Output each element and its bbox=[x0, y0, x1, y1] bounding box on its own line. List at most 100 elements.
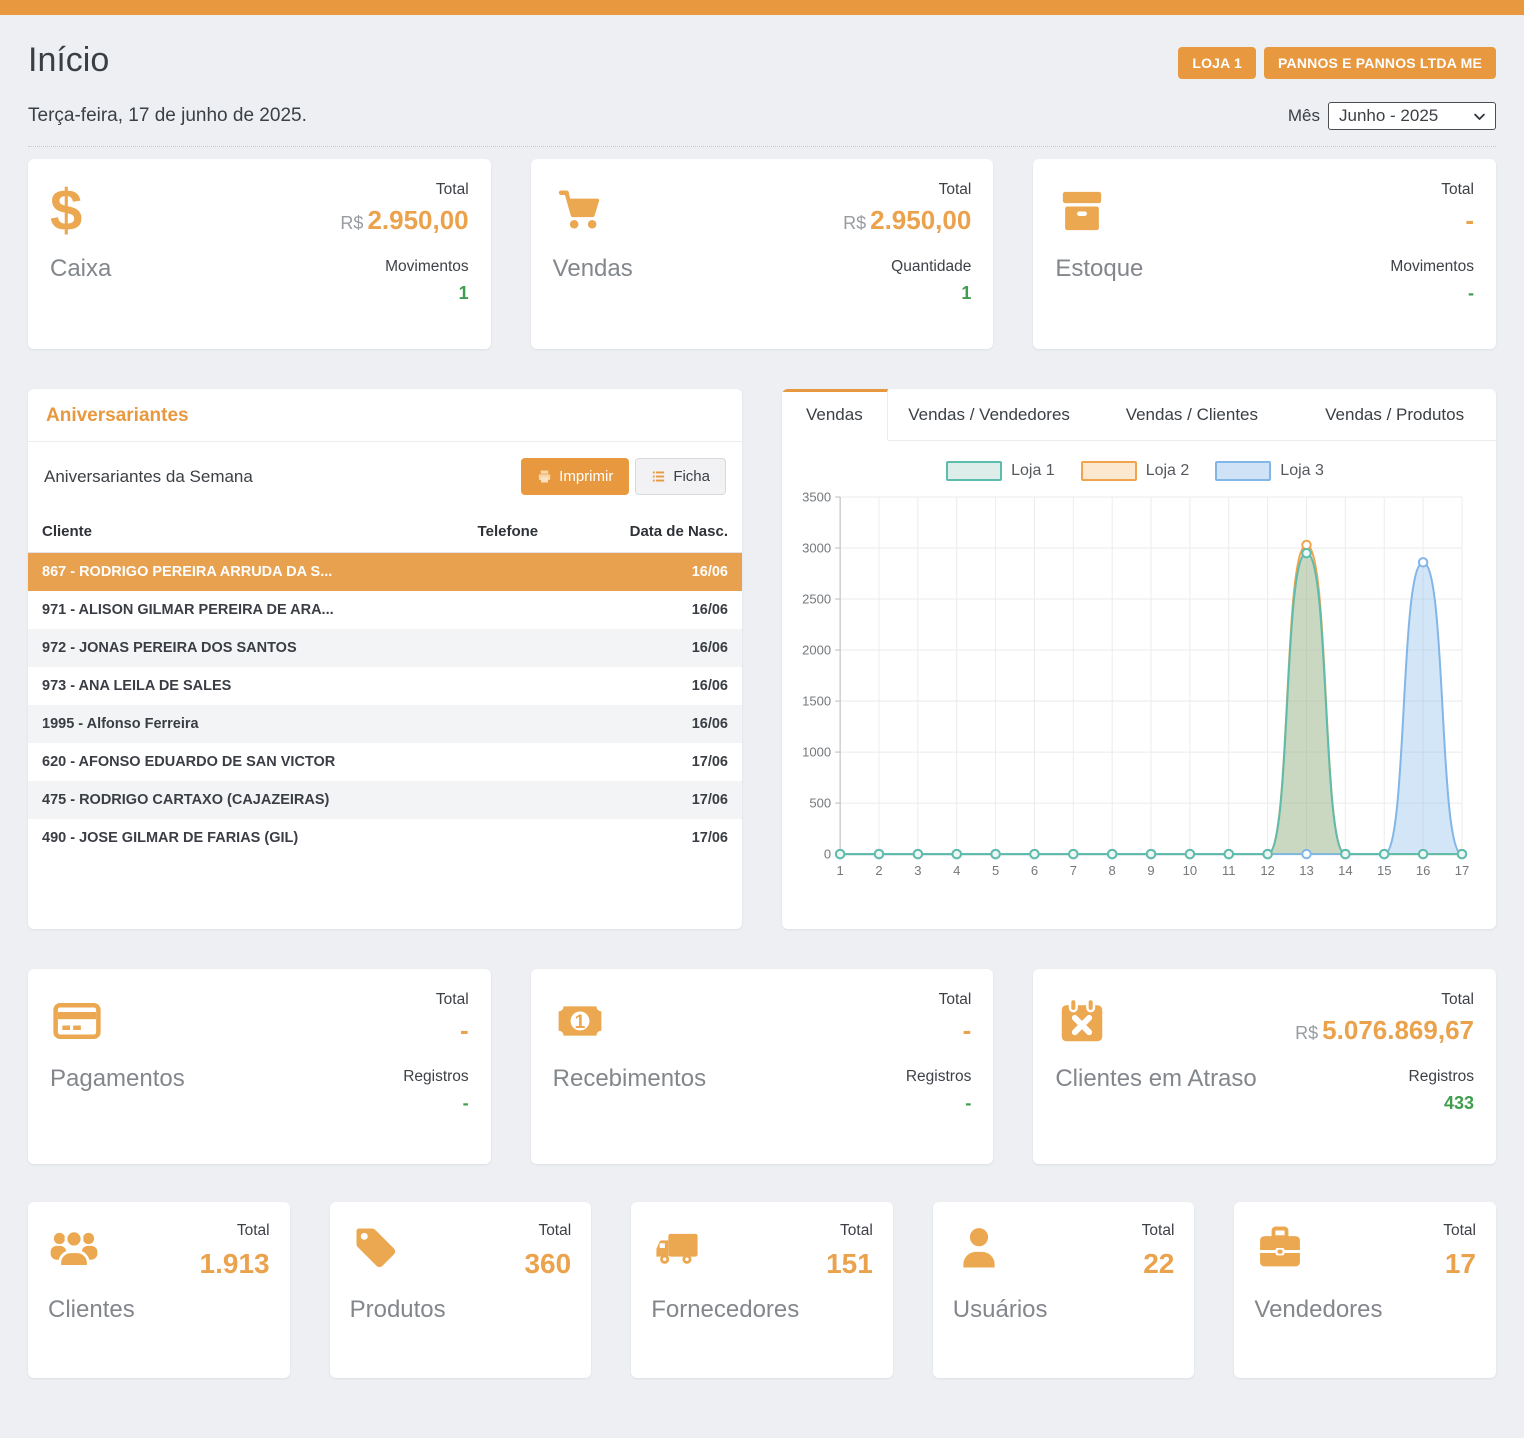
birthdays-panel: Aniversariantes Aniversariantes da Seman… bbox=[28, 389, 742, 929]
birthday-row[interactable]: 867 - RODRIGO PEREIRA ARRUDA DA S... 16/0… bbox=[28, 552, 742, 591]
svg-text:4: 4 bbox=[953, 863, 960, 878]
legend-swatch bbox=[1215, 461, 1272, 481]
top-cards: $ Caixa Total R$ 2.950,00 Movimentos 1 Ve… bbox=[28, 159, 1496, 349]
svg-text:2000: 2000 bbox=[802, 643, 831, 658]
col-data-nasc: Data de Nasc. bbox=[606, 513, 742, 553]
svg-text:7: 7 bbox=[1070, 863, 1077, 878]
month-filter: Mês Junho - 2025 bbox=[1288, 102, 1496, 130]
mid-cards: Pagamentos Total - Registros - 1 Recebim… bbox=[28, 969, 1496, 1164]
clientes-card[interactable]: Total 1.913 Clientes bbox=[28, 1202, 290, 1378]
movimentos-label: Movimentos bbox=[385, 257, 469, 275]
caixa-card[interactable]: $ Caixa Total R$ 2.950,00 Movimentos 1 bbox=[28, 159, 491, 349]
birthday-row[interactable]: 620 - AFONSO EDUARDO DE SAN VICTOR 17/06 bbox=[42, 754, 728, 770]
movimentos-value: 1 bbox=[458, 282, 469, 303]
chart-area: Loja 1 Loja 2 Loja 3 0 500 1000 1500 2000 2500 3… bbox=[782, 441, 1496, 896]
subheader: Terça-feira, 17 de junho de 2025. Mês Ju… bbox=[28, 102, 1496, 130]
month-select-value: Junho - 2025 bbox=[1339, 106, 1439, 125]
total-label: Total bbox=[435, 991, 469, 1008]
calendar-x-icon bbox=[1055, 991, 1264, 1051]
svg-text:8: 8 bbox=[1109, 863, 1116, 878]
clientes-label: Clientes bbox=[48, 1296, 135, 1323]
legend-item[interactable]: Loja 1 bbox=[946, 461, 1055, 481]
svg-text:1: 1 bbox=[574, 1012, 585, 1033]
birthday-row[interactable]: 475 - RODRIGO CARTAXO (CAJAZEIRAS) 17/06 bbox=[28, 781, 742, 819]
legend-swatch bbox=[946, 461, 1003, 481]
svg-text:1: 1 bbox=[837, 863, 844, 878]
total-value: R$ 2.950,00 bbox=[340, 205, 469, 235]
credit-card-icon bbox=[50, 991, 259, 1051]
birthday-row[interactable]: 971 - ALISON GILMAR PEREIRA DE ARA... 16/… bbox=[42, 602, 728, 618]
vendas-label: Vendas bbox=[552, 255, 633, 282]
currency-prefix: R$ bbox=[1295, 1023, 1319, 1043]
recebimentos-card[interactable]: 1 Recebimentos Total - Registros - bbox=[530, 969, 994, 1164]
dollar-icon: $ bbox=[50, 178, 83, 243]
tab-vendas-vendedores[interactable]: Vendas / Vendedores bbox=[888, 389, 1091, 440]
produtos-card[interactable]: Total 360 Produtos bbox=[329, 1202, 592, 1378]
registros-label: Registros bbox=[1408, 1067, 1474, 1085]
vendedores-label: Vendedores bbox=[1254, 1296, 1383, 1323]
movimentos-value: - bbox=[1467, 282, 1474, 303]
svg-text:17: 17 bbox=[1455, 863, 1469, 878]
total-label: Total bbox=[938, 181, 972, 198]
birthday-row[interactable]: 972 - JONAS PEREIRA DOS SANTOS 16/06 bbox=[28, 629, 742, 667]
tab-vendas-produtos[interactable]: Vendas / Produtos bbox=[1293, 389, 1496, 440]
birthday-row[interactable]: 973 - ANA LEILA DE SALES 16/06 bbox=[42, 678, 728, 694]
banknote-icon: 1 bbox=[553, 991, 762, 1051]
sales-tabs: Vendas Vendas / Vendedores Vendas / Clie… bbox=[782, 389, 1496, 441]
total-label: Total bbox=[1141, 1222, 1175, 1239]
svg-text:14: 14 bbox=[1338, 863, 1352, 878]
birthday-table-body: 867 - RODRIGO PEREIRA ARRUDA DA S... 16/0… bbox=[28, 552, 742, 858]
tab-vendas[interactable]: Vendas bbox=[782, 389, 888, 441]
total-value: 17 bbox=[1444, 1248, 1476, 1279]
tab-vendas-clientes[interactable]: Vendas / Clientes bbox=[1090, 389, 1293, 440]
truck-icon bbox=[651, 1222, 703, 1280]
fornecedores-card[interactable]: Total 151 Fornecedores bbox=[631, 1202, 893, 1378]
sales-panel: Vendas Vendas / Vendedores Vendas / Clie… bbox=[782, 389, 1496, 929]
legend-swatch bbox=[1080, 461, 1137, 481]
ficha-button[interactable]: Ficha bbox=[635, 458, 726, 495]
svg-text:1500: 1500 bbox=[802, 694, 831, 709]
legend-item[interactable]: Loja 3 bbox=[1215, 461, 1324, 481]
estoque-card[interactable]: Estoque Total - Movimentos - bbox=[1033, 159, 1496, 349]
box-icon bbox=[1055, 181, 1231, 241]
total-value: 151 bbox=[826, 1248, 873, 1279]
svg-text:16: 16 bbox=[1416, 863, 1430, 878]
legend-item[interactable]: Loja 2 bbox=[1080, 461, 1189, 481]
pagamentos-card[interactable]: Pagamentos Total - Registros - bbox=[28, 969, 491, 1164]
registros-value: 433 bbox=[1443, 1092, 1474, 1113]
header: Início LOJA 1 PANNOS E PANNOS LTDA ME bbox=[28, 41, 1496, 80]
usuarios-card[interactable]: Total 22 Usuários bbox=[932, 1202, 1195, 1378]
total-value: - bbox=[459, 1015, 469, 1045]
month-select[interactable]: Junho - 2025 bbox=[1328, 102, 1496, 130]
svg-text:12: 12 bbox=[1260, 863, 1274, 878]
estoque-label: Estoque bbox=[1055, 255, 1144, 282]
store-badge[interactable]: LOJA 1 bbox=[1178, 47, 1257, 79]
clientes-atraso-card[interactable]: Clientes em Atraso Total R$ 5.076.869,67 … bbox=[1033, 969, 1496, 1164]
header-badges: LOJA 1 PANNOS E PANNOS LTDA ME bbox=[1178, 47, 1496, 79]
registros-label: Registros bbox=[905, 1067, 972, 1085]
total-value: R$ 5.076.869,67 bbox=[1295, 1015, 1474, 1045]
cart-icon bbox=[553, 181, 729, 241]
currency-prefix: R$ bbox=[843, 213, 867, 233]
caixa-label: Caixa bbox=[50, 255, 112, 282]
print-button[interactable]: Imprimir bbox=[521, 458, 630, 495]
tag-icon bbox=[350, 1222, 402, 1280]
birthday-row[interactable]: 490 - JOSE GILMAR DE FARIAS (GIL) 17/06 bbox=[42, 830, 728, 846]
chart-legend: Loja 1 Loja 2 Loja 3 bbox=[794, 461, 1476, 481]
vendas-card[interactable]: Vendas Total R$ 2.950,00 Quantidade 1 bbox=[530, 159, 994, 349]
vendedores-card[interactable]: Total 17 Vendedores bbox=[1234, 1202, 1496, 1378]
company-badge[interactable]: PANNOS E PANNOS LTDA ME bbox=[1264, 47, 1496, 79]
birthday-row[interactable]: 1995 - Alfonso Ferreira 16/06 bbox=[28, 705, 742, 743]
registros-value: - bbox=[965, 1092, 972, 1113]
clientes-atraso-label: Clientes em Atraso bbox=[1055, 1065, 1257, 1092]
printer-icon bbox=[537, 469, 552, 484]
bottom-cards: Total 1.913 Clientes Total 360 Produtos bbox=[28, 1202, 1496, 1378]
date-line: Terça-feira, 17 de junho de 2025. bbox=[28, 105, 307, 126]
col-cliente: Cliente bbox=[28, 513, 464, 553]
total-label: Total bbox=[538, 1222, 572, 1239]
svg-text:11: 11 bbox=[1222, 863, 1236, 878]
total-value: 1.913 bbox=[199, 1248, 270, 1279]
movimentos-label: Movimentos bbox=[1390, 257, 1474, 275]
svg-text:13: 13 bbox=[1299, 863, 1313, 878]
